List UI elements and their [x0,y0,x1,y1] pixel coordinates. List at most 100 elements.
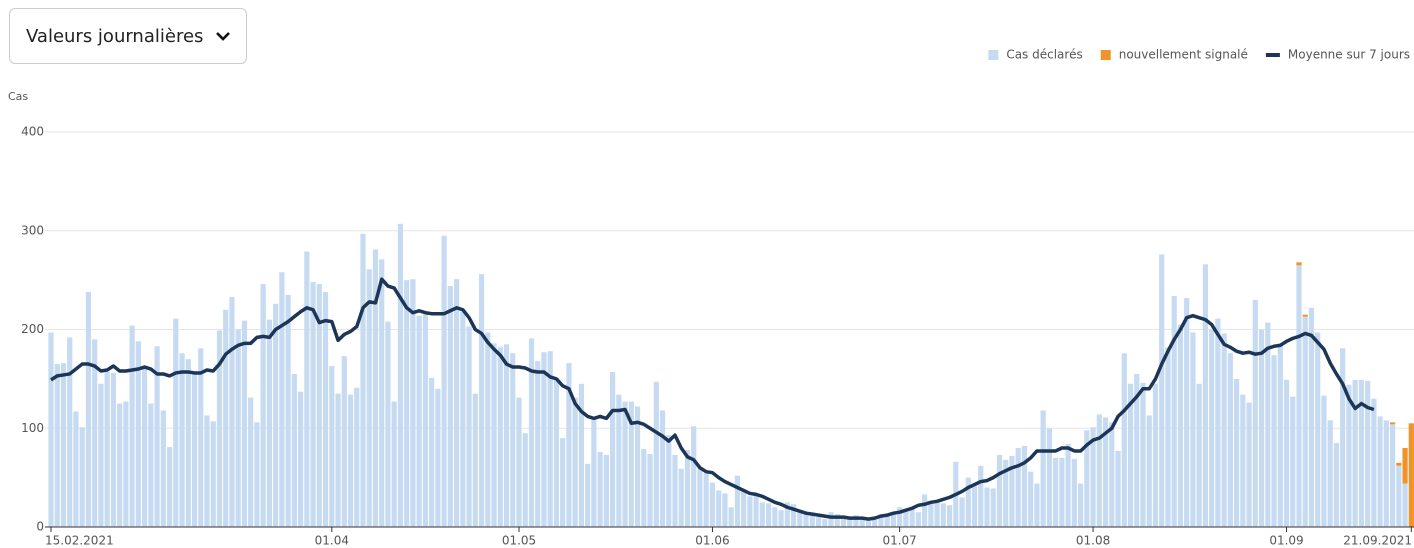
bar [1146,415,1152,527]
y-tick-label: 200 [21,322,44,336]
bar [1352,379,1358,527]
bar [1377,416,1383,527]
bar [691,426,697,527]
x-tick-label: 21.09.2021 [1343,534,1412,548]
bar [241,320,248,527]
bar [553,377,560,527]
bar [85,291,92,527]
y-tick-label: 100 [21,421,44,435]
bar [946,505,953,527]
bar [1065,444,1071,527]
bar [1028,471,1034,527]
y-tick-label: 0 [36,520,44,534]
bar [441,235,447,527]
bar [67,337,73,527]
bar [1127,383,1134,527]
bar [965,477,971,527]
bar [535,361,541,527]
bar [728,507,734,527]
bar [616,394,622,527]
bar [1296,262,1302,266]
bar [485,332,491,527]
bar [1290,396,1296,527]
bar [1171,295,1177,527]
bar [73,411,79,527]
bar [404,280,410,527]
bar [1271,355,1277,527]
bar [684,449,691,527]
bar [1371,398,1377,527]
bar [447,286,453,527]
bar [254,422,260,527]
bar [572,397,578,527]
bar [1296,265,1302,527]
y-axis-label: Cas [8,90,28,103]
bar [354,387,360,527]
bar [410,279,416,527]
x-tick-label: 01.06 [695,534,729,548]
bar [104,371,110,527]
bar [778,510,784,527]
bar [260,284,266,527]
legend-marker [1100,50,1111,60]
bar [391,401,397,527]
bar [110,372,116,527]
bar [1040,410,1046,527]
bar [897,507,903,527]
bar [578,383,584,527]
bar [1034,483,1040,527]
legend-marker [1265,53,1280,57]
bar [790,504,797,527]
bar [1202,264,1208,527]
bar [135,341,141,527]
bar [1152,383,1159,527]
bar [1252,299,1258,527]
bar [1071,458,1077,527]
bar [129,325,135,527]
bar [828,512,834,527]
bar [872,519,878,527]
bar [173,318,179,527]
bar [978,465,984,527]
bar [435,388,441,527]
bar [884,515,890,527]
bar [591,419,597,527]
bar [503,344,510,527]
dropdown[interactable]: Valeurs journalières [9,8,247,64]
bar [1346,384,1352,527]
bar [329,366,335,527]
bar [1009,455,1015,527]
x-tick-label: 01.08 [1076,534,1110,548]
bar [166,447,173,527]
bar [1321,395,1327,527]
bar [1021,446,1028,527]
bar [547,351,553,527]
bar [1209,329,1215,527]
bar [1234,378,1240,527]
bar [759,502,765,527]
bar [603,454,609,527]
bar [335,393,341,527]
bar [703,472,709,527]
bar [366,269,372,527]
x-tick-label: 15.02.2021 [45,534,114,548]
bar [248,397,254,527]
bar [1302,316,1308,527]
bar [185,359,191,527]
bar [741,489,747,527]
bar [491,343,497,527]
bar [840,516,847,527]
bar [634,406,641,527]
bar [678,468,684,527]
bar [422,314,428,527]
bar [1046,428,1052,527]
bar [859,520,865,527]
bar [416,315,422,527]
chevron [216,32,231,41]
bar [142,369,148,527]
bar [822,519,828,527]
bar [853,515,859,527]
bar [223,309,229,527]
bar [291,373,297,527]
bar [940,503,946,527]
